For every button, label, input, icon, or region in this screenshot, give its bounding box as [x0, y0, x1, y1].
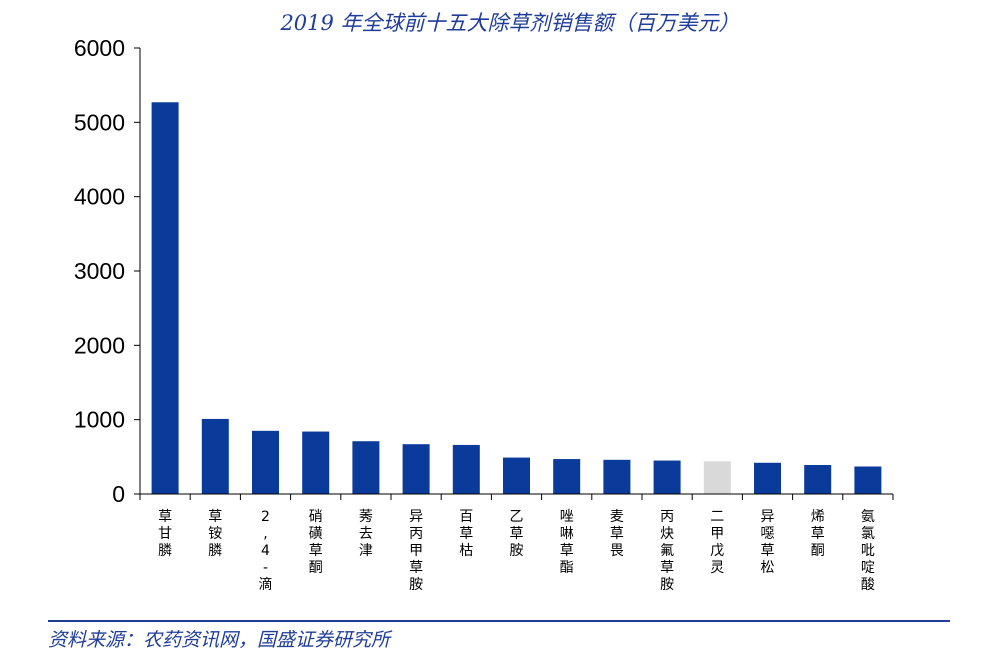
y-tick-label: 1000: [74, 407, 125, 433]
bar: [703, 461, 731, 494]
category-label: 草铵膦: [208, 509, 222, 559]
category-label: 草甘膦: [158, 509, 172, 559]
category-label: 异丙甲草胺: [409, 509, 423, 593]
category-label: 乙草胺: [510, 509, 524, 559]
bar: [402, 444, 430, 494]
y-tick-label: 0: [112, 481, 125, 507]
category-label: 氨氯吡啶酸: [861, 509, 875, 593]
bar: [151, 102, 179, 494]
source-note: 资料来源：农药资讯网，国盛证券研究所: [48, 629, 393, 651]
y-tick-label: 3000: [74, 258, 125, 284]
bars-group: [151, 102, 882, 494]
bar: [252, 430, 279, 494]
bar: [503, 457, 530, 494]
bar: [302, 431, 330, 494]
category-label: 异噁草松: [761, 509, 775, 576]
category-label: 莠去津: [359, 509, 373, 559]
bar: [653, 460, 681, 494]
category-label: 丙炔氟草胺: [660, 509, 674, 593]
y-tick-label: 4000: [74, 184, 125, 210]
category-label: 百草枯: [459, 509, 473, 559]
category-label: 唑啉草酯: [560, 509, 574, 576]
bar: [754, 462, 781, 494]
category-labels: 草甘膦 草铵膦 2, 4 -滴 硝磺草酮 莠去津 异丙甲草胺 百草枯 乙草胺 唑啉草酯 麦草畏 丙炔氟草…: [158, 509, 875, 593]
category-label: 2, 4 -滴: [259, 509, 273, 593]
bar: [352, 441, 380, 494]
bar: [603, 459, 631, 494]
category-label: 硝磺草酮: [309, 509, 323, 576]
bar: [553, 459, 581, 494]
y-tick-label: 5000: [74, 109, 125, 135]
category-label: 麦草畏: [610, 509, 624, 559]
chart-title: 2019 年全球前十五大除草剂销售额（百万美元）: [279, 11, 739, 35]
bar: [854, 466, 882, 494]
category-label: 烯草酮: [811, 509, 825, 559]
bar: [452, 444, 480, 494]
x-axis: [139, 493, 894, 500]
category-label: 二甲戊灵: [710, 509, 724, 576]
bar: [201, 418, 229, 494]
bar: [804, 465, 832, 494]
y-axis: 0 1000 2000 3000 4000 5000 6000: [74, 35, 141, 507]
y-tick-label: 6000: [74, 35, 125, 61]
y-tick-label: 2000: [74, 332, 125, 358]
